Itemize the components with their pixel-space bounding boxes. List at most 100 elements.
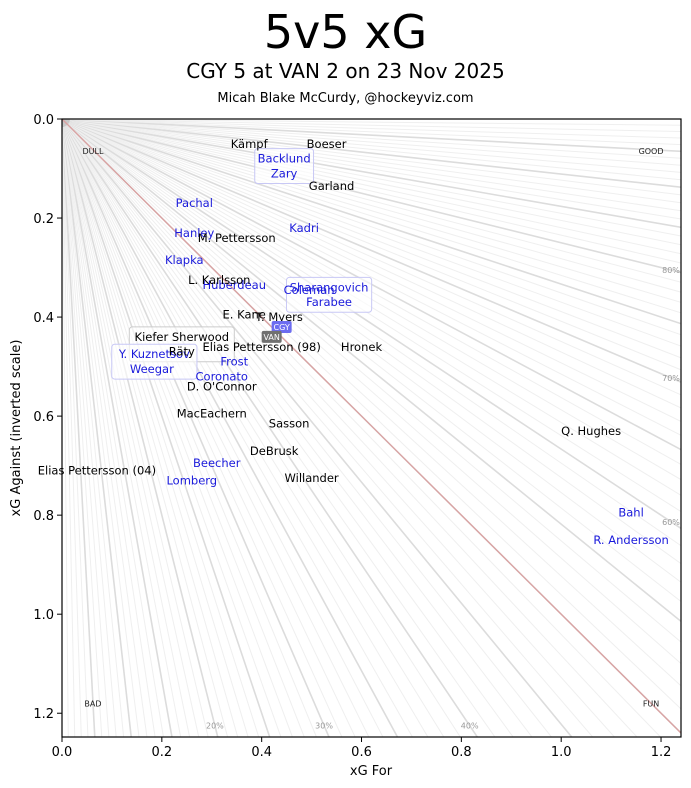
share-ray (62, 119, 305, 737)
share-ray (62, 119, 681, 710)
player-label: MacEachern (177, 407, 247, 421)
player-label: R. Andersson (593, 533, 668, 547)
team-marker-van (261, 330, 282, 343)
team-marker-label: CGY (274, 323, 290, 332)
share-ray (62, 119, 191, 737)
chart-subtitle: CGY 5 at VAN 2 on 23 Nov 2025 (186, 59, 505, 83)
label-groups (111, 148, 373, 380)
share-ray (62, 119, 681, 735)
player-label: Boeser (307, 137, 347, 151)
share-ray (62, 119, 229, 737)
player-label: Elias Pettersson (98) (203, 340, 321, 354)
player-label: DeBrusk (250, 444, 299, 458)
share-ray (62, 119, 533, 737)
x-tick-label: 0.0 (52, 745, 73, 760)
share-ray (62, 119, 681, 465)
share-ray (62, 119, 681, 220)
share-ray (62, 119, 681, 623)
share-ray (62, 119, 330, 737)
player-label: D. O'Connor (187, 379, 257, 393)
share-ray (62, 119, 399, 737)
share-ray (62, 119, 260, 737)
x-tick-label: 0.8 (451, 745, 472, 760)
share-ray (62, 119, 461, 737)
share-ray (62, 119, 343, 737)
player-label: Lomberg (166, 473, 217, 487)
share-ray (62, 119, 282, 737)
share-ray (62, 119, 681, 422)
share-ray (62, 119, 681, 336)
player-label: Coleman (284, 283, 335, 297)
share-ray (62, 119, 370, 737)
player-label: Frost (220, 355, 248, 369)
corner-label-top-right: GOOD (639, 147, 664, 156)
player-label: Elias Pettersson (04) (38, 464, 156, 478)
y-axis-title: xG Against (inverted scale) (9, 340, 24, 517)
share-ray (62, 119, 496, 737)
share-ray (62, 119, 681, 513)
share-ray (62, 119, 681, 603)
even-share-line (62, 119, 681, 735)
player-label: Farabee (306, 295, 352, 309)
player-label: Räty (169, 345, 195, 359)
share-ray (62, 119, 239, 737)
share-ray (62, 119, 414, 737)
share-ray (62, 119, 681, 293)
share-ray (62, 119, 681, 196)
x-tick-label: 0.6 (351, 745, 372, 760)
x-tick-label: 0.4 (251, 745, 272, 760)
share-ray (62, 119, 681, 643)
share-ray (62, 119, 681, 264)
percent-label: 60% (662, 518, 680, 527)
share-ray (62, 119, 681, 565)
annotations: DULL GOOD BAD FUN 20% 30% 40% 60% 70% 80% (82, 147, 680, 730)
share-ray (62, 119, 318, 737)
percent-label: 40% (461, 722, 479, 731)
share-ray (62, 119, 681, 229)
share-ray (62, 119, 681, 396)
player-label: Coronato (196, 370, 248, 384)
player-label: Huberdeau (202, 278, 266, 292)
label-group-box (254, 148, 315, 184)
y-tick-label: 1.0 (33, 608, 54, 623)
share-rays (62, 119, 681, 737)
share-ray (62, 119, 681, 347)
percent-label: 80% (662, 266, 680, 275)
share-ray (62, 119, 133, 737)
share-ray (62, 119, 293, 737)
x-tick-label: 1.0 (551, 745, 572, 760)
player-label: Zary (271, 166, 298, 180)
share-ray (62, 119, 429, 737)
label-group-box (111, 343, 198, 380)
share-ray (62, 119, 681, 496)
share-ray (62, 119, 249, 737)
y-tick-label: 0.2 (33, 212, 54, 227)
share-ray (62, 119, 573, 737)
share-ray (62, 119, 200, 737)
share-ray (62, 119, 681, 583)
share-ray (62, 119, 681, 436)
player-label: Pachal (176, 196, 213, 210)
even-share-diagonal (62, 119, 681, 735)
share-ray (62, 119, 681, 547)
share-ray (62, 119, 164, 737)
share-ray (62, 119, 219, 737)
share-ray (62, 119, 681, 530)
y-tick-label: 0.8 (33, 509, 54, 524)
player-label: Kämpf (231, 137, 269, 151)
share-ray (62, 119, 681, 303)
y-tick-label: 0.4 (33, 311, 54, 326)
percent-label: 20% (206, 722, 224, 731)
percent-label: 30% (315, 722, 333, 731)
player-label: Garland (309, 179, 355, 193)
player-label: Sasson (269, 417, 310, 431)
player-label: Backlund (258, 152, 311, 166)
player-label: Kiefer Sherwood (135, 330, 230, 344)
axes: 0.0 0.2 0.4 0.6 0.8 1.0 1.2 0.0 0.2 0.4 0.6 0.8 1.0 1… (33, 113, 671, 760)
share-ray (62, 119, 681, 255)
chart-credit: Micah Blake McCurdy, @hockeyviz.com (217, 91, 474, 106)
player-label: Q. Hughes (561, 424, 621, 438)
